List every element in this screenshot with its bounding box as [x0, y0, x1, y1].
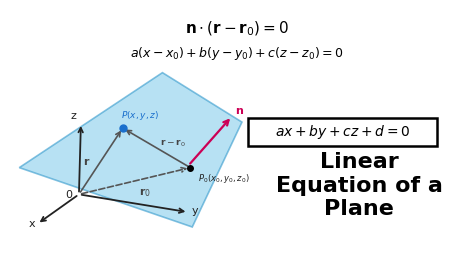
Text: $ax + by + cz + d = 0$: $ax + by + cz + d = 0$: [274, 123, 410, 141]
Text: $P_0(x_0, y_0, z_0)$: $P_0(x_0, y_0, z_0)$: [198, 172, 250, 185]
Polygon shape: [19, 73, 242, 227]
Text: $\mathbf{n} \cdot (\mathbf{r} - \mathbf{r}_0) = 0$: $\mathbf{n} \cdot (\mathbf{r} - \mathbf{…: [185, 19, 289, 38]
Text: 0: 0: [65, 190, 72, 200]
Text: $\mathbf{r} - \mathbf{r}_0$: $\mathbf{r} - \mathbf{r}_0$: [161, 138, 186, 149]
Text: Equation of a: Equation of a: [276, 176, 443, 196]
Text: $\mathbf{r}_0$: $\mathbf{r}_0$: [138, 186, 151, 199]
Text: $P(x, y, z)$: $P(x, y, z)$: [121, 109, 159, 122]
Text: Linear: Linear: [320, 152, 399, 172]
Text: z: z: [71, 111, 77, 121]
Text: $\mathbf{n}$: $\mathbf{n}$: [235, 106, 244, 116]
Text: $a(x - x_0) + b(y - y_0) + c(z - z_0) = 0$: $a(x - x_0) + b(y - y_0) + c(z - z_0) = …: [130, 45, 344, 62]
Text: x: x: [28, 219, 35, 229]
Text: $\mathbf{r}$: $\mathbf{r}$: [83, 156, 90, 167]
Bar: [248, 118, 437, 146]
Text: Plane: Plane: [324, 199, 394, 219]
Text: y: y: [191, 206, 198, 216]
